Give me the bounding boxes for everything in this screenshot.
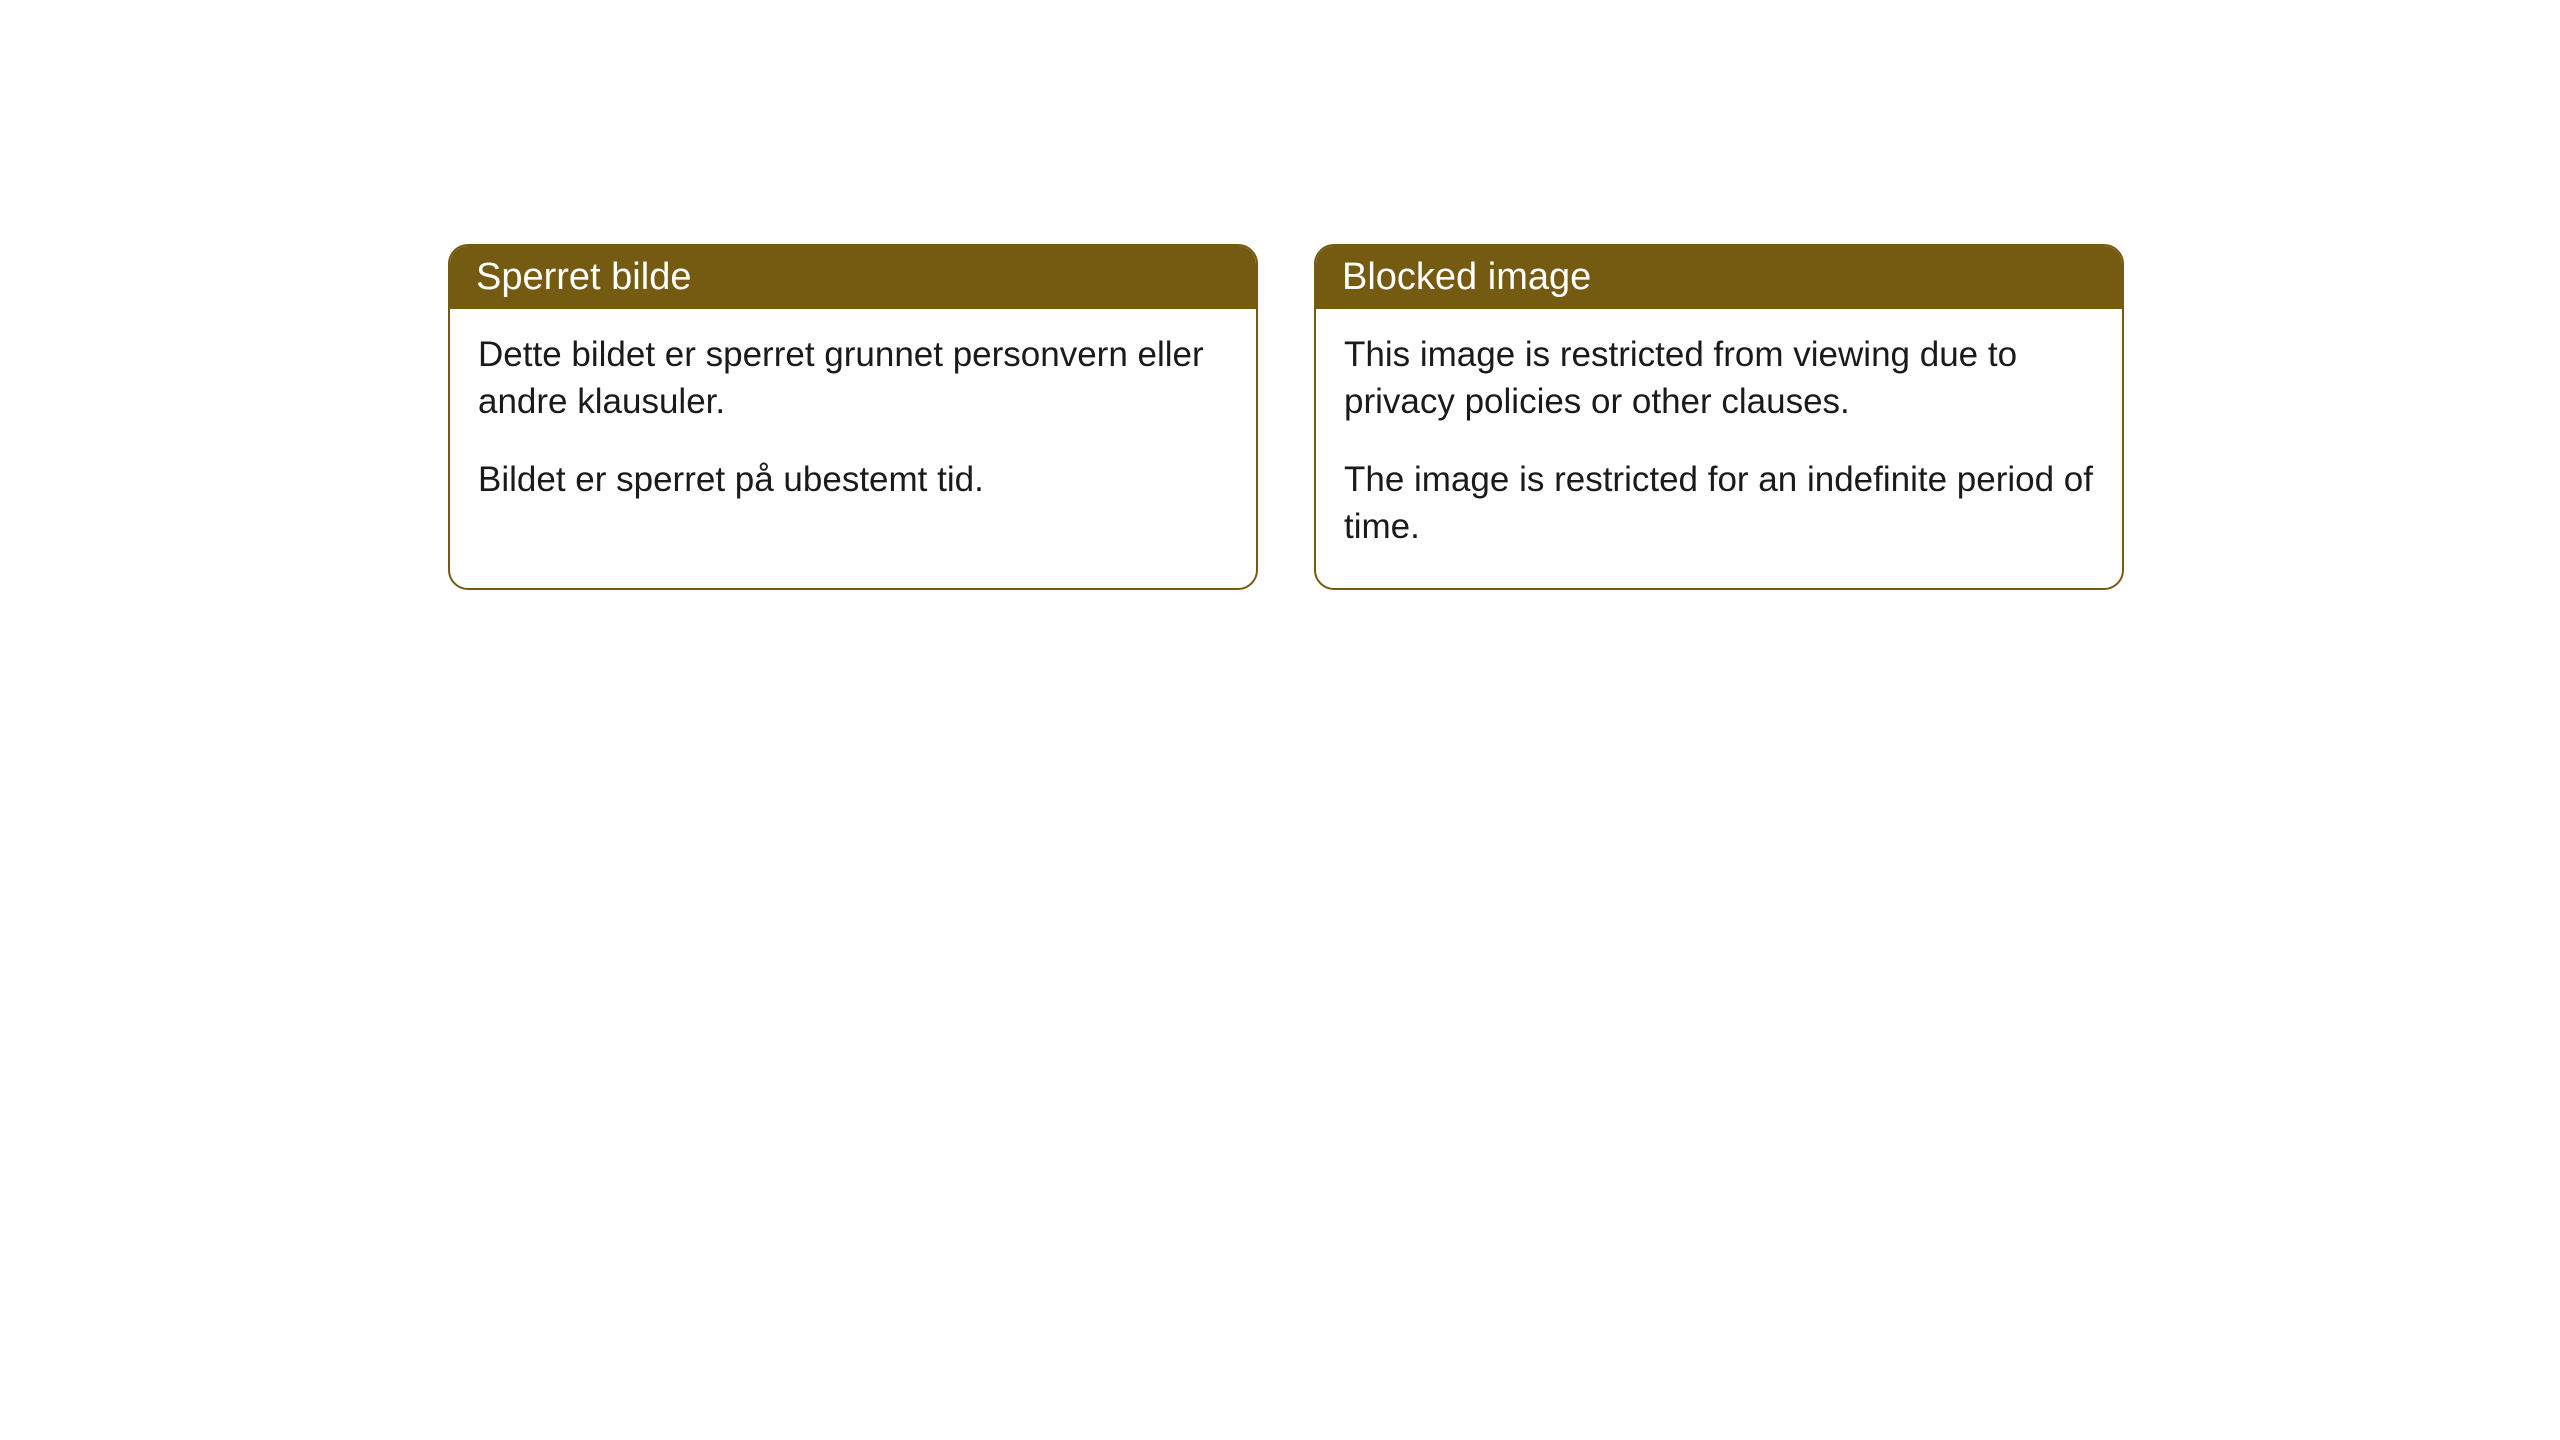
card-title-norwegian: Sperret bilde (476, 256, 691, 298)
card-paragraph-2-english: The image is restricted for an indefinit… (1344, 456, 2094, 551)
card-body-norwegian: Dette bildet er sperret grunnet personve… (450, 309, 1256, 541)
notice-card-english: Blocked image This image is restricted f… (1314, 244, 2124, 590)
card-header-english: Blocked image (1316, 246, 2122, 309)
card-title-english: Blocked image (1342, 256, 1591, 298)
notice-cards-container: Sperret bilde Dette bildet er sperret gr… (448, 244, 2124, 590)
card-body-english: This image is restricted from viewing du… (1316, 309, 2122, 588)
card-paragraph-2-norwegian: Bildet er sperret på ubestemt tid. (478, 456, 1228, 503)
card-paragraph-1-english: This image is restricted from viewing du… (1344, 331, 2094, 426)
notice-card-norwegian: Sperret bilde Dette bildet er sperret gr… (448, 244, 1258, 590)
card-paragraph-1-norwegian: Dette bildet er sperret grunnet personve… (478, 331, 1228, 426)
card-header-norwegian: Sperret bilde (450, 246, 1256, 309)
